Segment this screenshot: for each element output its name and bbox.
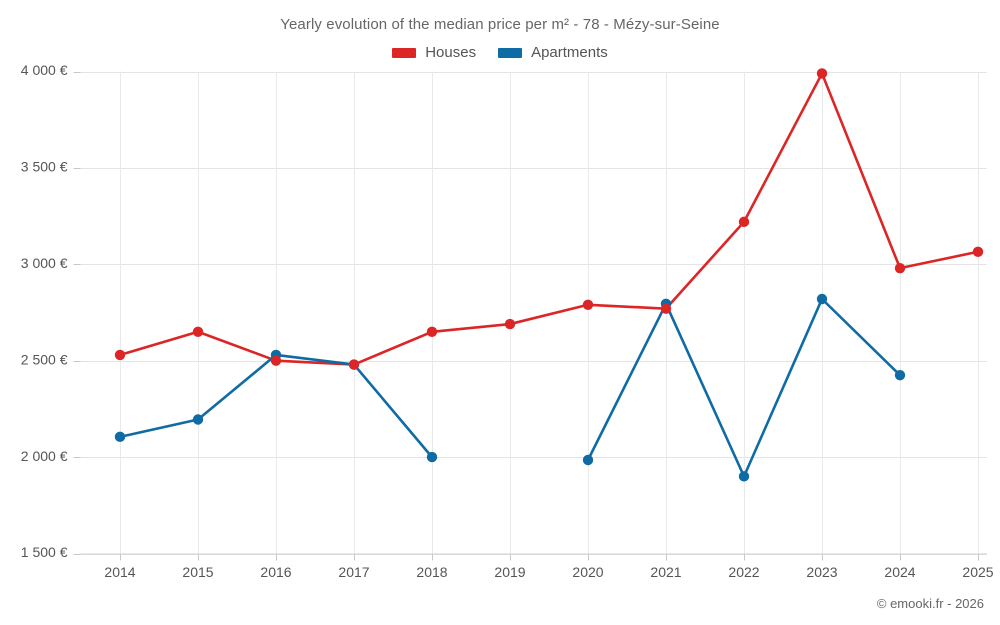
data-point-apartments-2018[interactable]: [426, 451, 438, 463]
axis-layer: [73, 72, 987, 561]
y-tick-label: 3 000 €: [21, 255, 68, 271]
data-point-apartments-2020[interactable]: [582, 454, 594, 466]
legend-item-houses[interactable]: Houses: [392, 44, 476, 61]
x-axis-labels: 2014 2015 2016 2017 2018 2019 2020 2021 2022 2023…: [104, 564, 993, 580]
line-swatch-icon: [392, 47, 417, 58]
x-tick-label: 2019: [494, 564, 525, 580]
legend-label-houses: Houses: [425, 44, 477, 61]
data-point-houses-2019[interactable]: [504, 318, 516, 330]
data-point-apartments-2024[interactable]: [894, 369, 906, 381]
y-tick-label: 2 000 €: [21, 448, 68, 464]
marker-layer: [114, 68, 984, 482]
x-tick-label: 2024: [884, 564, 915, 580]
data-point-houses-2021[interactable]: [660, 303, 672, 314]
data-point-apartments-2015[interactable]: [192, 414, 204, 425]
x-tick-label: 2014: [104, 564, 135, 580]
x-tick-label: 2016: [260, 564, 291, 580]
x-tick-label: 2023: [806, 564, 837, 580]
data-point-apartments-2014[interactable]: [114, 431, 126, 443]
grid-layer: [80, 71, 987, 555]
data-point-houses-2020[interactable]: [582, 299, 594, 310]
data-point-houses-2017[interactable]: [348, 359, 360, 370]
x-tick-label: 2022: [728, 564, 759, 580]
x-tick-label: 2015: [182, 564, 213, 580]
legend-item-apartments[interactable]: Apartments: [498, 44, 608, 61]
x-tick-label: 2018: [416, 564, 447, 580]
copyright-credit: © emooki.fr - 2026: [876, 596, 984, 611]
data-point-apartments-2023[interactable]: [816, 293, 828, 305]
data-point-houses-2016[interactable]: [270, 355, 282, 366]
y-axis-labels: 1 500 € 2 000 € 2 500 € 3 000 € 3 500 € 4 000…: [21, 62, 68, 560]
data-point-houses-2018[interactable]: [426, 326, 438, 337]
x-tick-label: 2021: [650, 564, 681, 580]
data-point-houses-2015[interactable]: [192, 326, 204, 337]
series-layer: [118, 72, 980, 478]
x-tick-label: 2025: [962, 564, 993, 580]
series-line-houses: [118, 72, 980, 366]
x-tick-label: 2017: [338, 564, 369, 580]
x-tick-label: 2020: [572, 564, 603, 580]
data-point-houses-2025[interactable]: [972, 246, 984, 257]
data-point-houses-2022[interactable]: [738, 216, 750, 228]
line-swatch-icon: [498, 47, 523, 58]
data-point-houses-2024[interactable]: [894, 262, 906, 274]
y-tick-label: 1 500 €: [21, 544, 68, 560]
y-tick-label: 2 500 €: [21, 351, 68, 367]
y-tick-label: 4 000 €: [21, 62, 68, 78]
data-point-houses-2014[interactable]: [114, 349, 126, 361]
y-tick-label: 3 500 €: [21, 159, 68, 175]
legend-label-apartments: Apartments: [531, 44, 608, 61]
data-point-houses-2023[interactable]: [816, 68, 828, 79]
chart-title: Yearly evolution of the median price per…: [280, 16, 720, 33]
chart-legend: Houses Apartments: [0, 44, 1000, 61]
data-point-apartments-2022[interactable]: [738, 471, 750, 482]
